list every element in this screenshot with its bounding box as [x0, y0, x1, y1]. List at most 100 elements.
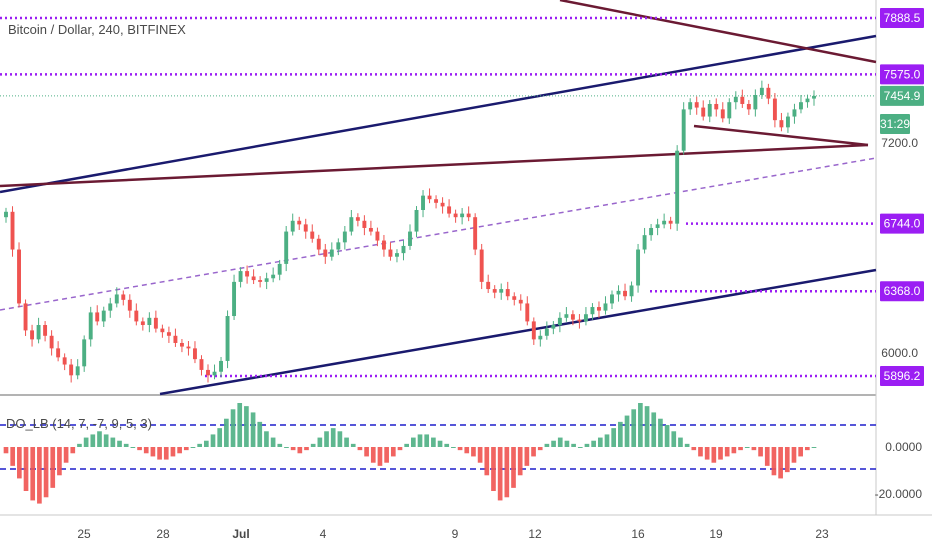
indicator-bar [304, 447, 309, 451]
candle-body [577, 319, 582, 322]
indicator-bar [537, 447, 543, 451]
indicator-bar [257, 421, 263, 447]
indicator-bar [217, 428, 223, 447]
indicator-bar [170, 447, 176, 457]
indicator-bar [691, 447, 697, 451]
indicator-bar [157, 447, 162, 460]
indicator-bar [404, 443, 409, 447]
candle-body [642, 235, 647, 250]
candle-body [557, 317, 562, 326]
candle-body [505, 289, 510, 297]
indicator-bar [63, 447, 69, 463]
candle-body [49, 335, 54, 349]
candle-body [140, 321, 145, 326]
price-level-badge [880, 114, 910, 134]
candle-body [714, 103, 719, 110]
indicator-bar [10, 447, 16, 466]
candle-body [349, 217, 354, 232]
indicator-bar [557, 437, 563, 447]
candle-body [297, 220, 302, 225]
indicator-bar [297, 447, 303, 454]
indicator-bar [804, 447, 810, 451]
candle-body [668, 220, 673, 224]
candle-body [623, 290, 627, 297]
candle-body [362, 220, 367, 228]
candle-body [799, 102, 803, 110]
time-tick-label: 19 [709, 527, 723, 541]
indicator-bar [778, 447, 783, 479]
indicator-bar [310, 443, 316, 447]
candle-body [753, 94, 758, 110]
indicator-bar [424, 434, 430, 447]
candle-body [329, 249, 334, 257]
indicator-bar [203, 440, 209, 447]
candle-body [69, 364, 74, 376]
indicator-bar [584, 443, 590, 447]
indicator-bar [724, 447, 730, 457]
indicator-bar [357, 447, 363, 451]
indicator-bar [317, 437, 323, 447]
indicator-bar [337, 431, 343, 447]
candle-body [531, 321, 536, 340]
indicator-bar [764, 447, 770, 466]
candle-body [62, 357, 67, 365]
indicator-bar [624, 415, 630, 447]
indicator-bar [210, 434, 216, 447]
candle-body [134, 310, 139, 322]
candle-body [336, 242, 341, 250]
candle-body [323, 249, 328, 257]
candle-body [525, 303, 530, 322]
candle-body [153, 317, 158, 329]
indicator-bar [644, 406, 650, 447]
indicator-bar [611, 428, 617, 447]
candle-body [166, 332, 171, 336]
candle-body [284, 231, 289, 264]
indicator-bar [477, 447, 483, 463]
indicator-bar [177, 447, 182, 454]
indicator-bar [197, 443, 202, 447]
indicator-bar [437, 440, 443, 447]
indicator-bar [751, 447, 757, 451]
candle-body [740, 96, 745, 104]
upper-channel-trendline [0, 34, 877, 194]
indicator-bar [250, 412, 256, 447]
indicator-bar [324, 431, 329, 447]
time-tick-label: 25 [77, 527, 91, 541]
indicator-bar [370, 447, 376, 463]
indicator-bar [484, 447, 490, 476]
candle-body [727, 102, 732, 119]
indicator-bar [270, 437, 276, 447]
indicator-bar [417, 434, 423, 447]
candle-body [212, 371, 217, 376]
indicator-bar [284, 447, 289, 448]
indicator-bar [17, 447, 22, 479]
candle-body [88, 312, 93, 340]
indicator-bar [83, 437, 89, 447]
indicator-bar [631, 409, 637, 447]
candle-body [772, 98, 777, 121]
candle-body [812, 95, 816, 99]
indicator-bar [784, 447, 790, 473]
candle-body [30, 330, 35, 340]
candle-body [544, 328, 549, 336]
candle-body [316, 238, 321, 250]
candle-body [271, 274, 276, 279]
indicator-bar [444, 443, 450, 447]
indicator-bar [651, 412, 657, 447]
indicator-bar [524, 447, 530, 466]
maroon-short-trendline [693, 124, 869, 147]
indicator-bar [471, 447, 476, 457]
indicator-bar [711, 447, 717, 463]
candle-body [447, 206, 452, 214]
price-pane [0, 0, 876, 394]
indicator-bar [431, 437, 436, 447]
candle-body [466, 213, 471, 218]
candle-body [225, 316, 230, 361]
candle-body [597, 307, 601, 311]
indicator-bar [57, 447, 62, 476]
price-level-badge [880, 213, 924, 234]
candle-body [17, 249, 21, 304]
price-level-badge [880, 281, 924, 302]
maroon-long-trendline [0, 143, 869, 188]
candle-body [473, 217, 478, 250]
